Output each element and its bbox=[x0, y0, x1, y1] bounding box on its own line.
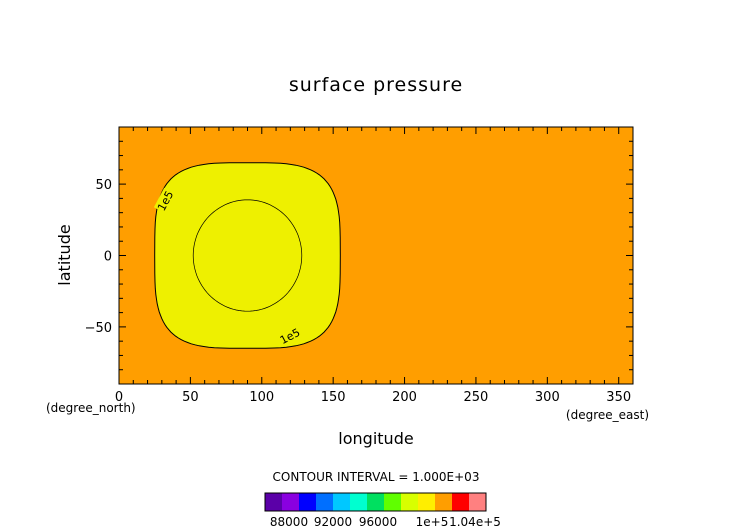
colorbar-swatch bbox=[350, 493, 368, 511]
x-tick-label: 250 bbox=[464, 390, 489, 405]
x-tick-label: 0 bbox=[115, 390, 123, 405]
colorbar-swatch bbox=[265, 493, 283, 511]
colorbar-swatch bbox=[469, 493, 487, 511]
chart-title: surface pressure bbox=[289, 74, 463, 96]
colorbar-swatch bbox=[384, 493, 402, 511]
x-tick-label: 50 bbox=[182, 390, 199, 405]
x-tick-label: 350 bbox=[606, 390, 631, 405]
contour-label-bg bbox=[276, 324, 302, 346]
x-axis-label: longitude bbox=[338, 429, 413, 448]
colorbar-swatch bbox=[367, 493, 385, 511]
x-tick-label: 100 bbox=[249, 390, 274, 405]
x-tick-label: 200 bbox=[392, 390, 417, 405]
x-units-label: (degree_east) bbox=[566, 408, 649, 422]
colorbar-tick-label: 1.04e+5 bbox=[449, 515, 501, 529]
y-tick-label: −50 bbox=[85, 321, 112, 336]
x-tick-label: 150 bbox=[321, 390, 346, 405]
colorbar-tick-label: 1e+5 bbox=[416, 515, 449, 529]
colorbar-swatch bbox=[435, 493, 453, 511]
colorbar-swatch bbox=[452, 493, 470, 511]
colorbar: 88000 92000 96000 1e+5 1.04e+5 bbox=[264, 492, 501, 529]
y-tick-label: 0 bbox=[104, 250, 112, 265]
colorbar-tick-label: 88000 bbox=[270, 515, 308, 529]
colorbar-swatch bbox=[418, 493, 436, 511]
axes: 0 50 100 150 200 250 300 350 −50 0 50 bbox=[85, 126, 634, 405]
colorbar-swatch bbox=[282, 493, 300, 511]
contour-line-100000 bbox=[154, 162, 341, 349]
contour-label-bg bbox=[153, 187, 175, 213]
contour-interval-text: CONTOUR INTERVAL = 1.000E+03 bbox=[273, 470, 480, 484]
colorbar-tick-label: 92000 bbox=[314, 515, 352, 529]
colorbar-swatch bbox=[299, 493, 317, 511]
high-value-region bbox=[154, 162, 341, 349]
x-tick-label: 300 bbox=[535, 390, 560, 405]
y-units-label: (degree_north) bbox=[46, 401, 136, 415]
contour-line-99000 bbox=[192, 199, 303, 312]
y-axis-label: latitude bbox=[55, 224, 74, 285]
y-tick-label: 50 bbox=[95, 178, 112, 193]
colorbar-swatch bbox=[333, 493, 351, 511]
colorbar-swatch bbox=[401, 493, 419, 511]
colorbar-swatch bbox=[316, 493, 334, 511]
colorbar-tick-label: 96000 bbox=[359, 515, 397, 529]
colorbar-frame bbox=[264, 492, 487, 512]
